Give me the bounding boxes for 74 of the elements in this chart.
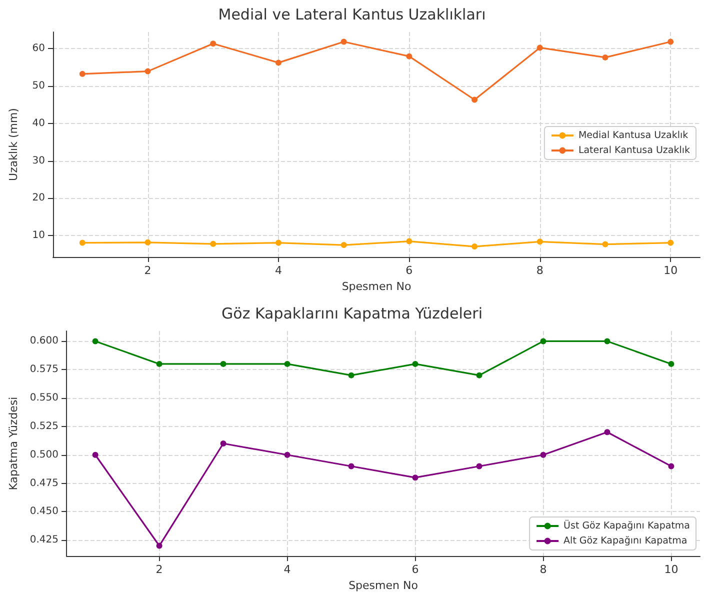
legend-label: Üst Göz Kapağını Kapatma: [564, 520, 690, 532]
x-tick-label: 2: [156, 563, 163, 576]
point: [472, 96, 478, 103]
y-tick-label: 60: [32, 42, 45, 54]
y-tick-label: 20: [32, 192, 45, 204]
y-tick-label: 30: [32, 155, 45, 166]
point: [79, 240, 86, 246]
y-tick-label: 0.525: [30, 420, 59, 432]
chart-title: Göz Kapaklarını Kapatma Yüzdeleri: [222, 304, 482, 322]
point: [92, 452, 98, 458]
point: [284, 452, 290, 458]
x-tick-label: 6: [406, 264, 413, 277]
x-tick-label: 4: [274, 264, 282, 277]
point: [144, 239, 151, 246]
point: [220, 360, 226, 367]
point: [412, 474, 418, 481]
y-tick-label: 0.475: [30, 478, 59, 489]
x-tick-label: 4: [284, 563, 291, 576]
point: [412, 360, 418, 367]
y-axis-title: Kapatma Yüzdesi: [7, 396, 20, 490]
x-tick-label: 2: [144, 264, 152, 277]
point: [220, 440, 226, 446]
point: [472, 244, 478, 250]
point: [604, 338, 610, 344]
point: [540, 338, 546, 344]
chart-title: Medial ve Lateral Kantus Uzaklıkları: [218, 6, 486, 24]
y-tick-label: 0.450: [30, 506, 59, 518]
point: [340, 38, 347, 45]
x-tick-label: 10: [664, 563, 678, 576]
legend-label: Alt Göz Kapağını Kapatma: [564, 536, 688, 546]
point: [210, 40, 216, 47]
point: [668, 240, 674, 246]
y-tick-label: 10: [32, 230, 45, 242]
point: [210, 240, 216, 247]
x-axis-title: Spesmen No: [348, 579, 418, 592]
x-tick-label: 6: [412, 563, 419, 576]
y-tick-label: 50: [32, 80, 45, 92]
y-axis-title: Uzaklık (mm): [7, 108, 20, 181]
point: [406, 53, 412, 60]
point: [340, 242, 347, 248]
point: [476, 463, 482, 470]
point: [284, 360, 290, 367]
y-tick-label: 0.425: [30, 534, 59, 546]
y-tick-label: 0.575: [30, 364, 59, 376]
point: [668, 38, 674, 45]
y-tick-label: 40: [32, 118, 45, 129]
point: [348, 463, 354, 470]
point: [275, 240, 282, 246]
point: [156, 542, 162, 549]
x-axis-title: Spesmen No: [342, 280, 412, 293]
point: [92, 338, 98, 344]
legend-label: Lateral Kantusa Uzaklık: [578, 145, 690, 156]
legend-label: Medial Kantusa Uzaklık: [578, 130, 689, 141]
point: [668, 360, 674, 367]
point: [156, 360, 162, 367]
point: [79, 70, 86, 77]
point: [540, 452, 546, 458]
point: [406, 238, 412, 244]
point: [604, 429, 610, 436]
point: [602, 241, 608, 248]
point: [275, 60, 282, 66]
point: [476, 372, 482, 378]
x-tick-label: 8: [540, 563, 547, 576]
point: [602, 54, 608, 60]
point: [348, 372, 354, 378]
point: [536, 44, 543, 51]
y-tick-label: 0.550: [30, 392, 59, 404]
point: [668, 463, 674, 470]
point: [144, 68, 151, 74]
y-tick-label: 0.600: [30, 336, 59, 347]
x-tick-label: 8: [536, 264, 544, 277]
x-tick-label: 10: [664, 264, 678, 277]
point: [536, 238, 543, 245]
y-tick-label: 0.500: [30, 449, 59, 460]
